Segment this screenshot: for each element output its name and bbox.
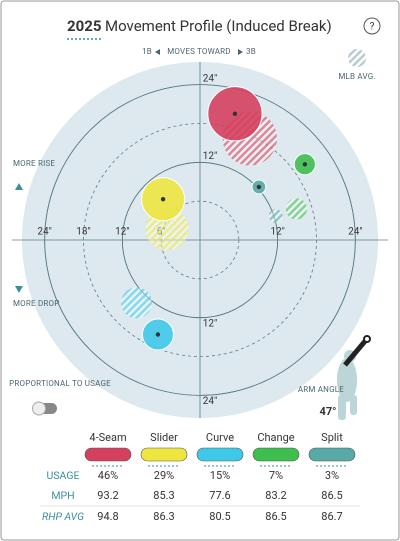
usage: 29%: [154, 469, 174, 482]
pitch-name: Split: [321, 431, 343, 444]
rhp-avg: 86.3: [153, 510, 174, 523]
usage: 7%: [269, 469, 283, 482]
pitch-center: [256, 184, 262, 190]
pitch-name: 4-Seam: [89, 431, 126, 444]
direction-text: MOVES TOWARD: [167, 47, 231, 56]
mlb-avg-marker: [285, 198, 308, 220]
mph: 83.2: [265, 489, 286, 502]
pitch-center: [302, 162, 308, 167]
pitch-table: USAGE MPH RHP AVG 4-Seam 46% 93.2 94.8 Slider 29…: [40, 431, 360, 523]
usage: 15%: [210, 469, 230, 482]
arrow-right: [238, 49, 243, 55]
row-label: RHP AVG: [42, 510, 84, 523]
rhp-avg: 94.8: [97, 510, 118, 523]
mph: 77.6: [209, 489, 230, 502]
rise-arrow: [15, 183, 23, 190]
pitch-center: [232, 111, 238, 116]
usage: 3%: [325, 469, 339, 482]
y-tick-label: 24": [203, 73, 217, 84]
pitch-pill[interactable]: [308, 447, 356, 462]
usage: 46%: [98, 469, 118, 482]
pitcher-figure: [337, 335, 371, 420]
y-tick-label: 24": [203, 396, 217, 407]
drop-label: MORE DROP: [13, 299, 59, 308]
toggle-label: PROPORTIONAL TO USAGE: [9, 379, 111, 388]
direction-left: 1B: [142, 47, 152, 56]
y-tick-label: 12": [203, 151, 217, 162]
x-tick-label: 18": [76, 227, 90, 238]
mph: 86.5: [321, 489, 342, 502]
mlb-avg-marker: [121, 287, 153, 319]
direction-right: 3B: [246, 47, 256, 56]
toggle-knob[interactable]: [32, 401, 46, 416]
rise-label: MORE RISE: [13, 159, 55, 168]
pitch-pill[interactable]: [140, 447, 188, 462]
drop-arrow: [15, 286, 23, 293]
help-icon-mark: ?: [370, 22, 375, 33]
y-tick-label: 12": [203, 318, 217, 329]
arrow-left: [155, 49, 160, 55]
title: Movement Profile (Induced Break): [105, 17, 332, 35]
help-icon[interactable]: [363, 17, 381, 35]
pitch-center: [160, 197, 166, 202]
x-tick-label: 24": [37, 227, 51, 238]
pitch-pill[interactable]: [252, 447, 300, 462]
mlb-avg-legend: [348, 49, 366, 67]
rhp-avg: 80.5: [209, 510, 230, 523]
pitch-name: Curve: [206, 431, 234, 444]
mph: 93.2: [97, 489, 118, 502]
pitch-pill[interactable]: [84, 447, 132, 462]
rhp-avg: 86.5: [265, 510, 286, 523]
pitch-center: [155, 332, 161, 337]
x-tick-label: 24": [348, 227, 362, 238]
mph: 85.3: [153, 489, 174, 502]
mlb-avg-marker: [268, 209, 283, 223]
arm-angle-value: 47°: [320, 405, 337, 418]
pitch-name: Change: [257, 431, 294, 444]
title-year: 2025: [67, 17, 101, 35]
pitch-pill[interactable]: [196, 447, 244, 462]
x-tick-label: 12": [115, 227, 129, 238]
row-label: USAGE: [47, 469, 80, 482]
mlb-avg-label: MLB AVG.: [338, 72, 375, 81]
x-tick-label: 12": [270, 227, 284, 238]
pitch-name: Slider: [150, 431, 178, 444]
plot: 24"18"12"6"12"24"24"12"12"24": [12, 62, 388, 418]
row-label: MPH: [51, 489, 74, 502]
arm-angle-label: ARM ANGLE: [298, 385, 344, 394]
rhp-avg: 86.7: [321, 510, 342, 523]
